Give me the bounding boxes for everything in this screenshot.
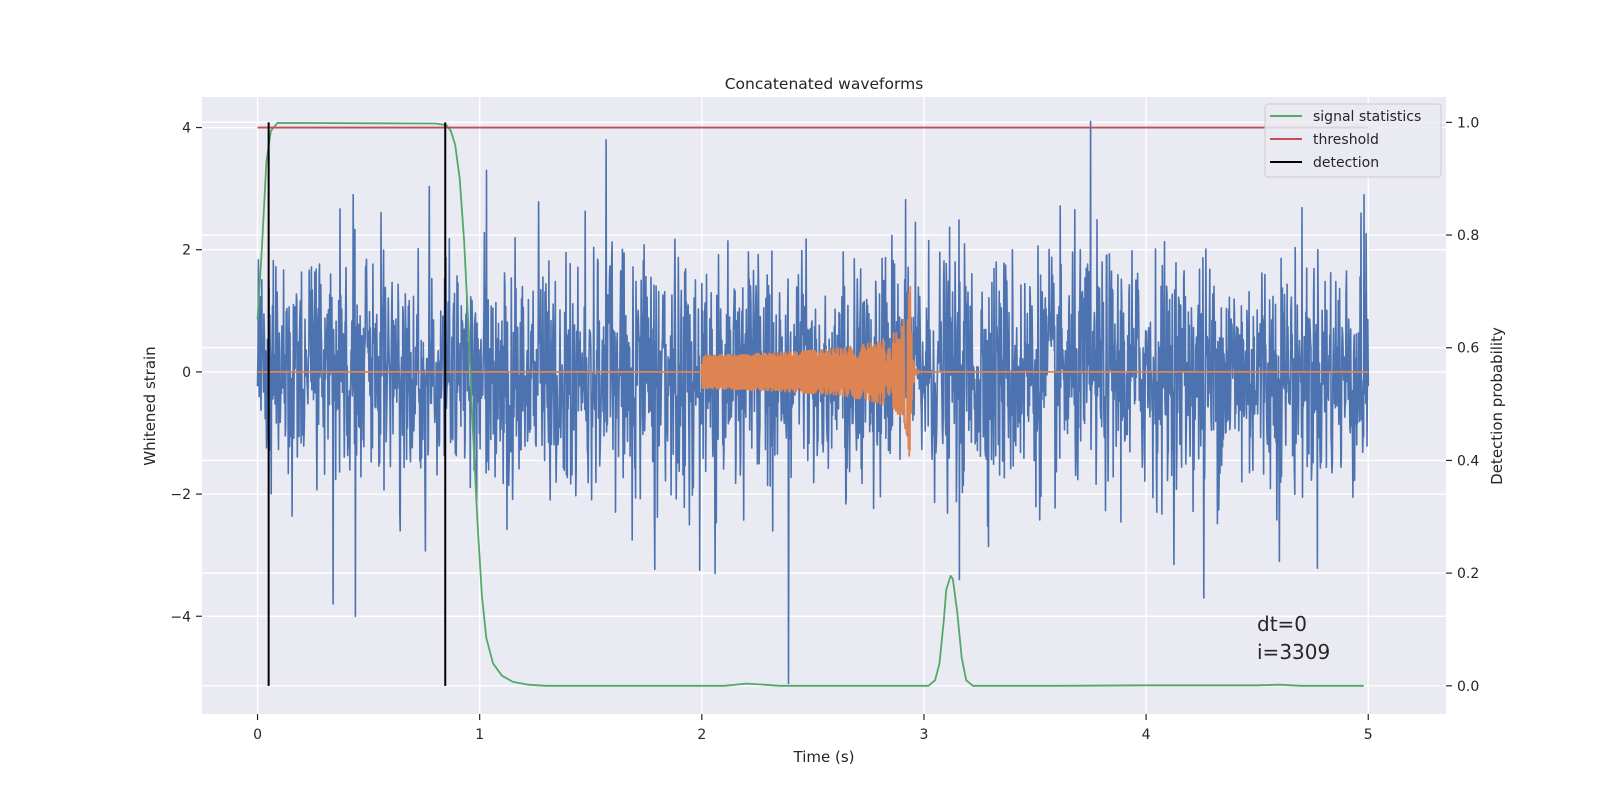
legend-box [1264,103,1442,178]
signal-statistics-series [256,122,1364,687]
legend-label-signal-statistics: signal statistics [1313,109,1421,125]
y-right-tick-label: 0.2 [1457,566,1479,582]
y-right-tick-label: 1.0 [1457,115,1479,131]
y-tick-label: −2 [170,487,191,503]
y-right-tick-label: 0.6 [1457,341,1479,357]
y-right-tick-label: 0.8 [1457,228,1479,244]
y-tick-label: 2 [182,243,191,259]
x-axis-label: Time (s) [793,748,855,766]
annotation-i: i=3309 [1257,640,1330,664]
x-tick-label: 4 [1142,727,1151,743]
y-tick-label: −4 [170,609,191,625]
y-axis-right-label: Detection probability [1488,327,1506,485]
y-tick-label: 4 [182,121,191,137]
signal-statistics-line [256,122,1364,687]
waveform-series [257,286,1369,457]
y-right-tick-label: 0.0 [1457,679,1479,695]
chart-title: Concatenated waveforms [725,75,924,93]
x-tick-label: 0 [253,727,262,743]
detection-series [267,122,447,686]
y-right-tick-label: 0.4 [1457,453,1479,469]
strain-line [256,120,1370,685]
legend-label-threshold: threshold [1313,132,1379,148]
whitened-strain-series [256,120,1370,685]
x-tick-label: 3 [920,727,929,743]
y-axis-label: Whitened strain [141,346,159,465]
waveform-line [257,286,1369,457]
axes: 0 1 2 3 4 5 −4 −2 0 2 4 0.0 0.2 0.4 0.6 0.8 1.0 [170,115,1479,743]
annotation-dt: dt=0 [1257,612,1307,636]
x-tick-label: 1 [475,727,484,743]
x-tick-label: 5 [1364,727,1373,743]
y-tick-label: 0 [182,365,191,381]
x-tick-label: 2 [697,727,706,743]
legend: signal statistics threshold detection [1264,103,1442,178]
legend-label-detection: detection [1313,155,1379,171]
